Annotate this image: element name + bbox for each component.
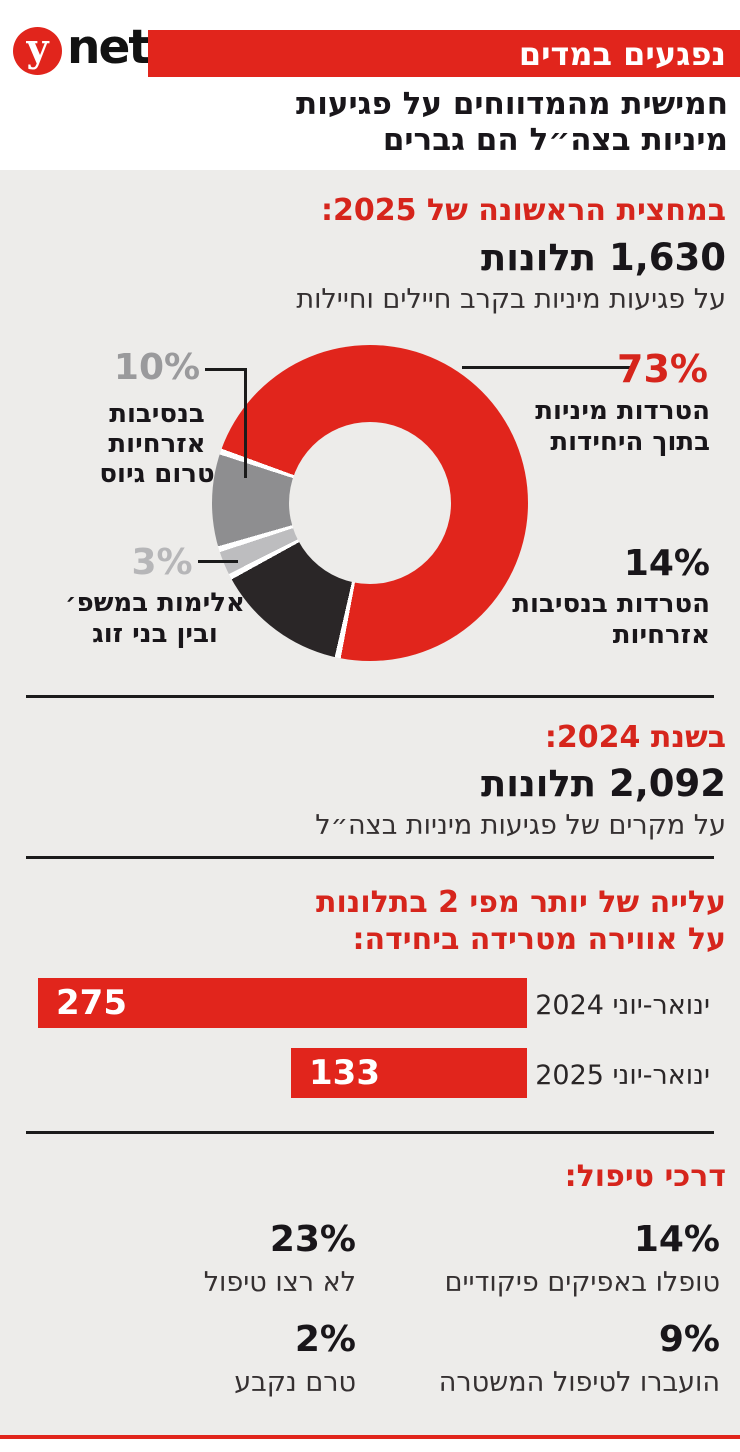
- donut-label-14: הטרדות בנסיבות אזרחיות: [512, 589, 710, 651]
- stat-label: הועברו לטיפול המשטרה: [438, 1367, 720, 1398]
- section-2024-stat: 2,092 תלונות: [480, 762, 726, 805]
- donut-label-14-line-2: אזרחיות: [612, 620, 710, 650]
- donut-label-10-line-2: אזרחיות: [108, 429, 206, 459]
- donut-label-10-line-3: טרום גיוס: [99, 459, 215, 489]
- bar-2024: 275: [38, 978, 527, 1028]
- bar-2025-label: ינואר-יוני 2025: [535, 1060, 710, 1091]
- donut-label-73-line-2: בתוך היחידות: [550, 427, 710, 457]
- treatment-stat-command-channels: 14% טופלו באפיקים פיקודיים: [445, 1220, 720, 1298]
- donut-label-73-line-1: הטרדות מיניות: [535, 396, 710, 426]
- donut-label-14-line-1: הטרדות בנסיבות: [512, 589, 710, 619]
- title-banner: נפגעים במדים: [148, 30, 740, 77]
- bar-2024-label: ינואר-יוני 2024: [535, 990, 710, 1021]
- rise-heading-line-1: עלייה של יותר מפי 2 בתלונות: [316, 885, 726, 920]
- donut-label-73: הטרדות מיניות בתוך היחידות: [535, 396, 710, 458]
- bar-2024-value: 275: [56, 983, 127, 1023]
- divider-3: [26, 1131, 714, 1134]
- leader-line-73: [462, 366, 630, 369]
- section-2024-caption: על מקרים של פגיעות מיניות בצה״ל: [315, 810, 726, 841]
- ynet-logo-icon: y: [13, 27, 62, 75]
- bottom-accent-line: [0, 1435, 740, 1439]
- leader-line-10-vertical: [244, 368, 247, 478]
- divider-2: [26, 856, 714, 859]
- donut-chart: [212, 345, 528, 661]
- bar-2025-value: 133: [309, 1053, 380, 1093]
- treatment-stat-undetermined: 2% טרם נקבע: [234, 1320, 356, 1398]
- stat-pct: 14%: [633, 1219, 720, 1260]
- donut-label-3: אלימות במשפ׳ ובין בני זוג: [35, 588, 275, 650]
- treatment-stat-no-treatment: 23% לא רצו טיפול: [204, 1220, 356, 1298]
- banner-title: נפגעים במדים: [518, 34, 726, 73]
- subtitle-line-1: חמישית מהמדווחים על פגיעות: [296, 86, 728, 122]
- ynet-logo-net: net: [67, 20, 151, 75]
- subtitle-line-2: מיניות בצה״ל הם גברים: [382, 122, 728, 158]
- donut-label-3-line-2: ובין בני זוג: [92, 619, 218, 649]
- leader-line-10-horizontal: [205, 368, 247, 371]
- donut-label-10: בנסיבות אזרחיות טרום גיוס: [57, 399, 257, 489]
- section-2025-stat: 1,630 תלונות: [480, 236, 726, 279]
- donut-label-10-line-1: בנסיבות: [109, 399, 205, 429]
- section-2024-heading: בשנת 2024:: [544, 720, 726, 755]
- stat-pct: 23%: [269, 1219, 356, 1260]
- rise-heading-line-2: על אווירה מטרידה ביחידה:: [352, 922, 726, 957]
- stat-label: טרם נקבע: [234, 1367, 356, 1398]
- section-2025-heading: במחצית הראשונה של 2025:: [320, 193, 726, 228]
- bar-2025: 133: [291, 1048, 527, 1098]
- donut-hole: [289, 422, 451, 584]
- donut-pct-14: 14%: [623, 543, 710, 584]
- stat-pct: 2%: [294, 1319, 356, 1360]
- stat-pct: 9%: [658, 1319, 720, 1360]
- donut-pct-3: 3%: [131, 542, 193, 583]
- section-2025-caption: על פגיעות מיניות בקרב חיילים וחיילות: [296, 284, 726, 315]
- donut-pct-73: 73%: [617, 347, 708, 391]
- divider-1: [26, 695, 714, 698]
- treatment-heading: דרכי טיפול:: [564, 1159, 726, 1194]
- treatment-stat-police: 9% הועברו לטיפול המשטרה: [439, 1320, 720, 1398]
- rise-heading: עלייה של יותר מפי 2 בתלונות על אווירה מט…: [316, 884, 726, 958]
- ynet-logo-y: y: [26, 25, 49, 70]
- leader-line-3: [198, 560, 238, 563]
- stat-label: לא רצו טיפול: [203, 1267, 356, 1298]
- stat-label: טופלו באפיקים פיקודיים: [444, 1267, 720, 1298]
- donut-label-3-line-1: אלימות במשפ׳: [65, 588, 245, 618]
- infographic-subtitle: חמישית מהמדווחים על פגיעות מיניות בצה״ל …: [296, 86, 728, 158]
- donut-pct-10: 10%: [113, 347, 201, 388]
